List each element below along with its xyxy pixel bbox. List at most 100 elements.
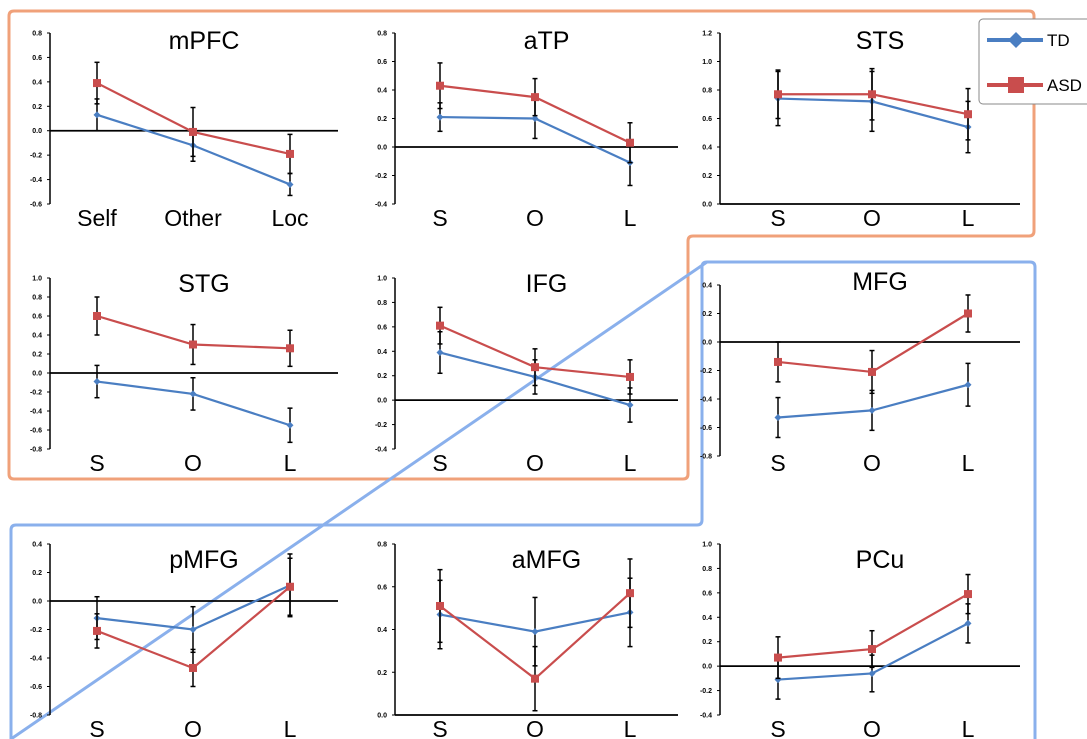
y-tick-label: 0.4	[377, 88, 387, 95]
y-tick-label: 0.2	[32, 570, 42, 577]
y-tick-label: 0.6	[377, 584, 387, 591]
y-tick-label: 0.8	[32, 31, 42, 38]
chart-title: PCu	[856, 546, 905, 574]
data-point-diamond	[93, 111, 101, 119]
blue-group-frame	[9, 260, 1037, 739]
data-point-square	[964, 110, 972, 119]
y-tick-label: 0.8	[702, 88, 712, 95]
legend-diamond-marker	[1008, 32, 1024, 48]
y-tick-label: 0.6	[702, 590, 712, 597]
x-category-label: O	[863, 716, 881, 739]
x-category-label: O	[184, 716, 202, 739]
x-category-label: S	[432, 450, 447, 476]
data-point-diamond	[964, 381, 972, 389]
data-point-diamond	[436, 349, 444, 357]
x-category-label: S	[432, 205, 447, 231]
data-point-square	[436, 81, 444, 90]
y-tick-label: 0.8	[702, 566, 712, 573]
data-point-square	[531, 363, 539, 372]
data-point-square	[868, 367, 876, 376]
y-tick-label: 0.4	[377, 627, 387, 634]
data-point-diamond	[774, 414, 782, 422]
y-tick-label: -0.6	[30, 202, 42, 209]
data-point-square	[868, 90, 876, 99]
x-category-label: O	[526, 450, 544, 476]
y-tick-label: 0.4	[702, 145, 712, 152]
series-asd	[93, 557, 294, 688]
y-tick-label: -0.2	[700, 688, 712, 695]
y-tick-label: 0.0	[32, 599, 42, 606]
data-point-diamond	[964, 619, 972, 627]
y-tick-label: 0.8	[32, 295, 42, 302]
y-tick-label: -0.2	[30, 390, 42, 397]
y-tick-label: 1.2	[702, 31, 712, 38]
x-category-label: O	[863, 205, 881, 231]
series-asd	[436, 558, 634, 712]
y-tick-label: -0.8	[700, 454, 712, 461]
legend-label: ASD	[1047, 76, 1082, 95]
y-tick-label: 0.2	[702, 639, 712, 646]
legend-entry-asd: ASD	[987, 76, 1082, 95]
chart-title: mPFC	[169, 27, 240, 55]
legend-entry-td: TD	[987, 31, 1070, 50]
chart-pmfg: 0.4 0.2 0.0 -0.2 -0.4 -0.6 -0.8 pMFG S O L	[30, 542, 338, 739]
series-td	[774, 70, 972, 154]
data-point-diamond	[531, 115, 539, 122]
y-tick-label: 0.4	[702, 615, 712, 622]
chart-title: aTP	[524, 27, 570, 55]
x-category-label: L	[962, 450, 975, 476]
y-tick-label: 0.0	[377, 713, 387, 720]
data-point-square	[286, 582, 294, 591]
y-tick-label: -0.4	[30, 656, 42, 663]
data-point-square	[774, 653, 782, 662]
y-tick-label: 0.2	[377, 116, 387, 123]
y-tick-label: 1.0	[702, 59, 712, 66]
chart-atp: 0.8 0.6 0.4 0.2 0.0 -0.2 -0.4 aTP S O L	[375, 27, 678, 231]
y-tick-label: 0.8	[377, 300, 387, 307]
data-point-diamond	[626, 401, 634, 409]
x-category-label: S	[89, 716, 104, 739]
data-point-square	[964, 309, 972, 318]
data-point-diamond	[868, 406, 876, 414]
data-point-square	[286, 344, 294, 353]
y-tick-label: -0.8	[30, 713, 42, 720]
y-tick-label: 0.4	[702, 283, 712, 290]
series-td	[93, 364, 294, 444]
data-point-square	[626, 138, 634, 147]
series-asd	[436, 62, 634, 164]
chart-mfg: 0.4 0.2 0.0 -0.2 -0.4 -0.6 -0.8 MFG S O L	[700, 268, 1020, 476]
chart-title: STG	[178, 270, 229, 298]
data-point-square	[189, 127, 197, 136]
orange-group-frame	[7, 9, 1036, 481]
y-tick-label: 0.0	[702, 664, 712, 671]
data-point-diamond	[531, 628, 539, 636]
chart-title: aMFG	[512, 546, 581, 574]
y-tick-label: 0.4	[32, 79, 42, 86]
y-tick-label: -0.6	[30, 684, 42, 691]
y-tick-label: 0.2	[377, 373, 387, 380]
x-category-label: L	[962, 716, 975, 739]
y-tick-label: 0.6	[377, 324, 387, 331]
data-point-square	[93, 79, 101, 88]
x-category-label: S	[432, 716, 447, 739]
data-point-square	[626, 372, 634, 381]
data-point-square	[436, 321, 444, 330]
y-tick-label: 0.2	[32, 104, 42, 111]
x-category-label: L	[624, 450, 637, 476]
y-tick-label: 0.4	[32, 333, 42, 340]
y-tick-label: 0.0	[32, 371, 42, 378]
series-asd	[93, 61, 294, 175]
y-tick-label: 0.2	[377, 670, 387, 677]
x-category-label: S	[89, 450, 104, 476]
y-tick-label: -0.4	[375, 202, 387, 209]
legend-square-marker	[1008, 77, 1024, 93]
y-tick-label: -0.6	[700, 425, 712, 432]
y-tick-label: -0.2	[700, 368, 712, 375]
data-point-square	[531, 93, 539, 102]
chart-title: pMFG	[169, 546, 238, 574]
y-tick-label: 0.8	[377, 31, 387, 38]
data-point-square	[189, 340, 197, 349]
y-tick-label: -0.8	[30, 447, 42, 454]
x-category-label: Other	[164, 205, 222, 231]
